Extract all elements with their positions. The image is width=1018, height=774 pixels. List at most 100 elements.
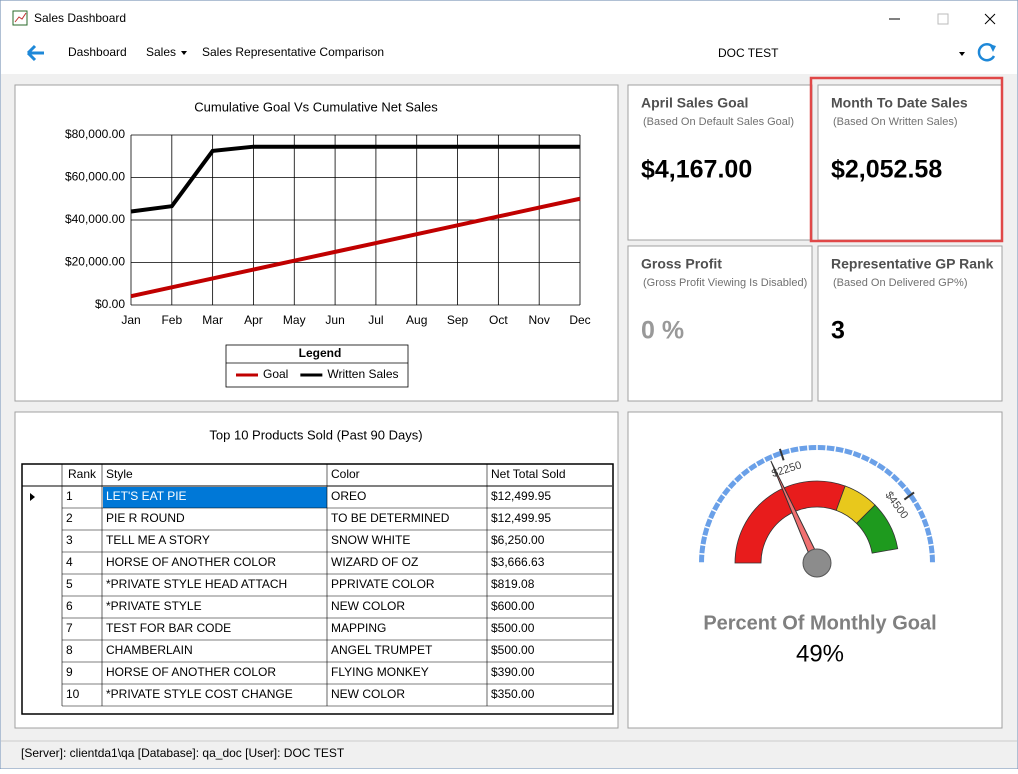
gauge-value: 49% (796, 640, 844, 667)
legend-label: Written Sales (327, 367, 398, 381)
series-line (130, 144, 580, 214)
gauge-tick (903, 491, 915, 501)
app-icon-line (14, 12, 27, 23)
gauge-band (856, 504, 899, 554)
gauge-minor-tick (771, 453, 776, 462)
gauge-minor-tick (699, 552, 708, 556)
gauge-minor-tick (726, 485, 734, 493)
cell: OREO (331, 489, 366, 503)
y-tick-label: $20,000.00 (65, 255, 125, 269)
toolbar-item[interactable]: Sales Representative Comparison (202, 45, 384, 59)
x-tick-label: Aug (406, 313, 427, 327)
card-value: 0 % (641, 317, 684, 345)
toolbar-item[interactable]: Dashboard (68, 45, 127, 59)
card-title: Month To Date Sales (831, 95, 968, 111)
y-tick-label: $80,000.00 (65, 127, 125, 141)
legend-title: Legend (299, 346, 342, 360)
legend (225, 344, 409, 388)
close[interactable] (984, 13, 996, 25)
cell: WIZARD OF OZ (331, 555, 418, 569)
gauge-minor-tick (833, 446, 837, 455)
cell: 5 (66, 577, 73, 591)
gauge-minor-tick (702, 534, 711, 539)
cell: $3,666.63 (491, 555, 545, 569)
gauge-minor-tick (707, 517, 716, 522)
gauge-minor-tick (762, 457, 768, 466)
card-value: 3 (831, 317, 845, 345)
gauge-minor-tick (715, 500, 724, 507)
cell: NEW COLOR (331, 687, 405, 701)
x-tick-label: Jan (121, 313, 140, 327)
cell: NEW COLOR (331, 599, 405, 613)
legend-label: Goal (263, 367, 288, 381)
x-tick-label: Oct (489, 313, 508, 327)
gauge-minor-tick (788, 448, 793, 457)
card-title: April Sales Goal (641, 95, 748, 111)
cell: $6,250.00 (491, 533, 545, 547)
row-indicator (30, 493, 35, 501)
card-subtitle: (Gross Profit Viewing Is Disabled) (643, 277, 807, 289)
dropdown-arrow (181, 51, 187, 55)
selector[interactable]: DOC TEST (718, 46, 779, 60)
cell: HORSE OF ANOTHER COLOR (106, 555, 276, 569)
x-tick-label: Jun (325, 313, 344, 327)
gauge-minor-tick (721, 493, 729, 499)
gauge-minor-tick (925, 543, 934, 547)
back-button[interactable] (26, 44, 44, 62)
x-tick-label: Sep (447, 313, 469, 327)
highlight (809, 76, 1004, 243)
refresh-button[interactable] (977, 42, 996, 62)
table-title: Top 10 Products Sold (Past 90 Days) (209, 427, 422, 442)
selected-cell (103, 487, 327, 508)
gauge-minor-tick (926, 552, 935, 556)
cell: 8 (66, 643, 73, 657)
gauge-minor-tick (923, 534, 932, 539)
gauge-tick (778, 448, 785, 461)
gauge-minor-tick (797, 446, 801, 455)
card (817, 84, 1003, 241)
cell: ANGEL TRUMPET (331, 643, 433, 657)
x-tick-label: Jul (368, 313, 383, 327)
y-tick-label: $0.00 (95, 297, 125, 311)
card (627, 84, 813, 241)
title-toolbar-bg (1, 1, 1017, 74)
cell: 6 (66, 599, 73, 613)
cell: HORSE OF ANOTHER COLOR (106, 665, 276, 679)
cell: $12,499.95 (491, 489, 551, 503)
gauge-minor-tick (711, 508, 720, 514)
card-subtitle: (Based On Written Sales) (833, 116, 958, 128)
x-tick-label: Dec (569, 313, 590, 327)
x-tick-label: Mar (202, 313, 223, 327)
selector-arrow[interactable] (959, 52, 965, 56)
cell: $500.00 (491, 643, 535, 657)
card-subtitle: (Based On Default Sales Goal) (643, 116, 794, 128)
column-header: Rank (68, 467, 97, 481)
toolbar-item[interactable]: Sales (146, 45, 176, 59)
gauge-minor-tick (806, 445, 810, 454)
cell: TO BE DETERMINED (331, 511, 450, 525)
gauge-minor-tick (841, 448, 846, 457)
window-title: Sales Dashboard (34, 11, 126, 25)
gauge-minor-tick (910, 500, 919, 507)
card (817, 245, 1003, 402)
maximize[interactable] (937, 13, 949, 25)
card (627, 245, 813, 402)
chart-title: Cumulative Goal Vs Cumulative Net Sales (194, 99, 438, 114)
column-header: Style (106, 467, 133, 481)
cell: $600.00 (491, 599, 535, 613)
gauge-minor-tick (733, 479, 740, 486)
gauge-minor-tick (739, 472, 747, 480)
gauge-hub (802, 548, 832, 578)
cell: 2 (66, 511, 73, 525)
gauge-minor-tick (887, 472, 895, 480)
cell: $12,499.95 (491, 511, 551, 525)
cell: $350.00 (491, 687, 535, 701)
gauge-minor-tick (704, 525, 713, 530)
cell: PPRIVATE COLOR (331, 577, 435, 591)
y-tick-label: $40,000.00 (65, 212, 125, 226)
series-line (130, 196, 581, 299)
card-subtitle: (Based On Delivered GP%) (833, 277, 968, 289)
gauge-minor-tick (918, 517, 927, 522)
gauge-minor-tick (700, 543, 709, 547)
